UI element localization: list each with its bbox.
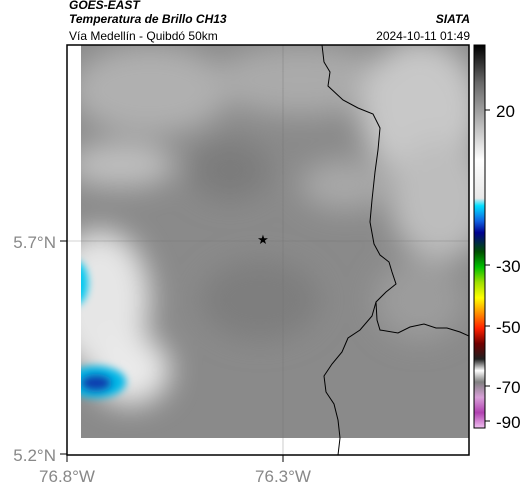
graticule: [67, 45, 469, 455]
satellite-source: GOES-EAST: [69, 0, 140, 12]
lat-label-5-7: 5.7°N: [13, 233, 56, 252]
colorbar-label-neg90: -90: [496, 413, 521, 432]
colorbar-label-20: 20: [496, 102, 515, 121]
timestamp-label: 2024-10-11 01:49: [376, 29, 470, 43]
organization-label: SIATA: [435, 12, 470, 26]
colorbar-label-neg50: -50: [496, 318, 521, 337]
lon-label-76-3: 76.3°W: [255, 467, 311, 486]
colorbar-label-neg30: -30: [496, 257, 521, 276]
colorbar-label-neg70: -70: [496, 378, 521, 397]
lon-label-76-8: 76.8°W: [39, 467, 95, 486]
boundary-line: [321, 45, 469, 337]
region-label: Vía Medellín - Quibdó 50km: [69, 29, 218, 43]
map-frame: [66, 44, 470, 456]
boundary-line-south: [323, 301, 377, 455]
colorbar: 20 -30 -50 -70 -90: [473, 44, 521, 432]
star-icon: ★: [257, 233, 269, 248]
brightness-temperature-field: [67, 45, 469, 455]
lat-label-5-2: 5.2°N: [13, 446, 56, 465]
product-title: Temperatura de Brillo CH13: [69, 12, 227, 26]
